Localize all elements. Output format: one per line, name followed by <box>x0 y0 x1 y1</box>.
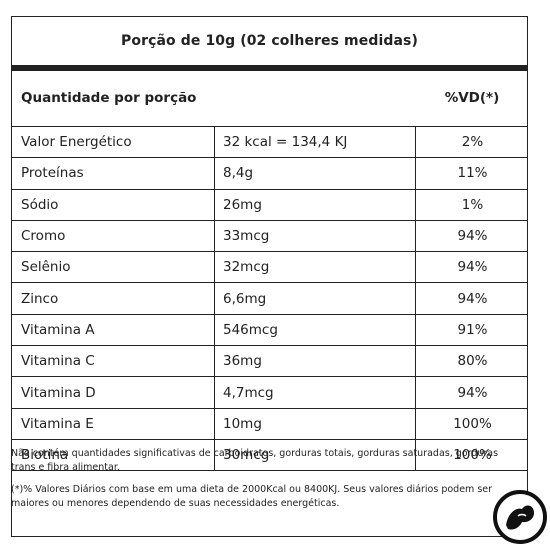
nutrient-amount: 36mg <box>214 346 415 377</box>
table-row: Proteínas 8,4g 11% <box>12 158 529 190</box>
footnote-not-significant: Não contém quantidades significativas de… <box>11 448 499 473</box>
nutrient-name: Vitamina E <box>21 415 94 432</box>
nutrient-rows: Valor Energético 32 kcal = 134,4 KJ 2% Prot… <box>12 127 529 472</box>
nutrient-vd: 1% <box>415 189 529 220</box>
flexed-arm-logo-icon <box>492 489 548 545</box>
table-row: Zinco 6,6mg 94% <box>12 283 529 315</box>
table-row: Sódio 26mg 1% <box>12 189 529 221</box>
table-row: Vitamina D 4,7mcg 94% <box>12 377 529 409</box>
nutrient-amount: 8,4g <box>214 158 415 189</box>
nutrient-name: Selênio <box>21 259 71 276</box>
nutrient-vd: 94% <box>415 283 529 314</box>
nutrient-amount: 6,6mg <box>214 283 415 314</box>
nutrient-vd: 94% <box>415 377 529 408</box>
header-vd: %VD(*) <box>444 90 500 106</box>
portion-title: Porção de 10g (02 colheres medidas) <box>121 33 418 49</box>
table-row: Selênio 32mcg 94% <box>12 252 529 284</box>
nutrient-vd: 100% <box>415 439 529 471</box>
nutrient-name: Vitamina D <box>21 384 96 401</box>
nutrient-name: Biotina <box>21 447 69 464</box>
nutrient-amount: 4,7mcg <box>214 377 415 408</box>
nutrient-name: Proteínas <box>21 165 84 182</box>
header-divider <box>12 126 527 127</box>
nutrient-amount: 33mcg <box>214 220 415 252</box>
table-row: Vitamina E 10mg 100% <box>12 408 529 440</box>
nutrient-vd: 80% <box>415 346 529 377</box>
nutrient-name: Zinco <box>21 290 59 307</box>
nutrient-vd: 2% <box>415 127 529 158</box>
table-header: Quantidade por porção %VD(*) <box>12 71 527 126</box>
table-row: Biotina 30mcg 100% <box>12 439 529 472</box>
nutrient-vd: 11% <box>415 158 529 189</box>
nutrient-name: Vitamina A <box>21 321 95 338</box>
header-quantity: Quantidade por porção <box>21 90 197 106</box>
nutrient-name: Vitamina C <box>21 353 95 370</box>
nutrient-name: Sódio <box>21 196 59 213</box>
nutrient-amount: 30mcg <box>214 439 415 471</box>
nutrient-name: Valor Energético <box>21 134 132 151</box>
footnote-daily-values: (*)% Valores Diários com base em uma die… <box>11 484 493 509</box>
nutrient-vd: 91% <box>415 314 529 346</box>
nutrient-amount: 32 kcal = 134,4 KJ <box>214 127 415 158</box>
thick-divider <box>12 65 527 71</box>
nutrient-vd: 94% <box>415 220 529 252</box>
table-row: Vitamina A 546mcg 91% <box>12 314 529 347</box>
nutrient-amount: 546mcg <box>214 314 415 346</box>
nutrient-vd: 100% <box>415 408 529 439</box>
nutrient-amount: 10mg <box>214 408 415 439</box>
nutrient-vd: 94% <box>415 252 529 283</box>
table-row: Cromo 33mcg 94% <box>12 220 529 253</box>
footnotes: Não contém quantidades significativas de… <box>11 447 508 519</box>
nutrition-facts-label: Porção de 10g (02 colheres medidas) Quan… <box>11 16 528 537</box>
nutrient-name: Cromo <box>21 228 66 245</box>
table-row: Vitamina C 36mg 80% <box>12 346 529 378</box>
table-row: Valor Energético 32 kcal = 134,4 KJ 2% <box>12 127 529 159</box>
nutrient-amount: 26mg <box>214 189 415 220</box>
nutrient-amount: 32mcg <box>214 252 415 283</box>
